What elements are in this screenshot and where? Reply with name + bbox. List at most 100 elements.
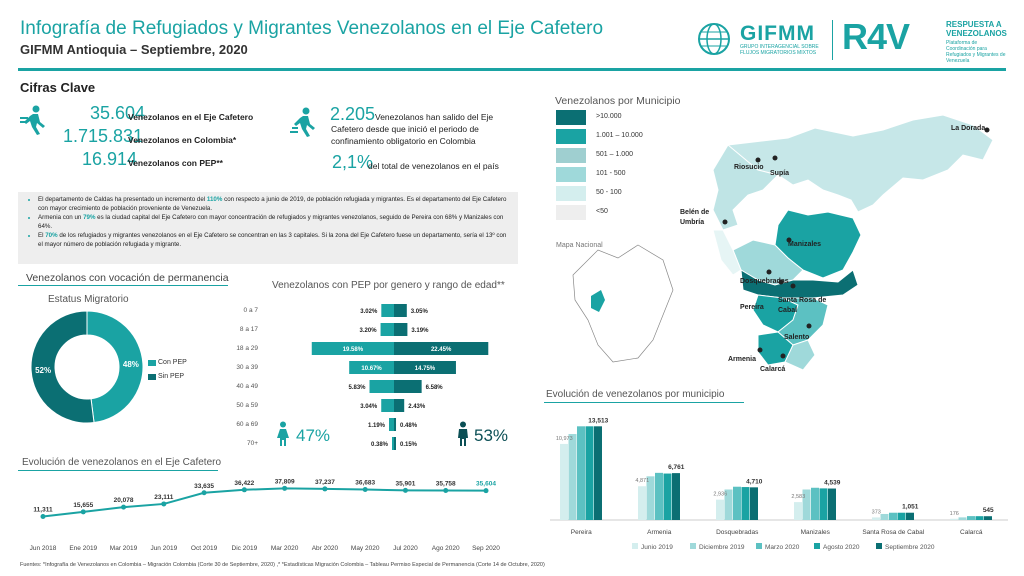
line-point xyxy=(121,504,127,510)
muni-bar xyxy=(750,487,758,520)
muni-last-label: 6,761 xyxy=(668,464,685,471)
muni-bar xyxy=(950,518,958,520)
map-legend-swatch xyxy=(556,110,586,125)
donut-chart: 48% 52% xyxy=(30,310,144,424)
line-value-label: 37,809 xyxy=(275,478,295,485)
map-label-manizales: Manizales xyxy=(788,241,822,248)
line-x-label: Jul 2020 xyxy=(393,545,418,552)
kf-value-pct: 2,1% xyxy=(332,152,374,172)
gifmm-logo: GIFMM xyxy=(740,22,815,45)
pyramid-label-female: 3.20% xyxy=(360,328,378,334)
muni-category-label: Calarcá xyxy=(960,529,983,536)
muni-category-label: Armenia xyxy=(647,529,672,536)
muni-bar xyxy=(811,487,819,520)
muni-legend-label: Junio 2019 xyxy=(641,544,673,551)
legend-sin-pep: Sin PEP xyxy=(158,373,185,380)
pyramid-label-male: 2.43% xyxy=(408,404,426,410)
line-value-label: 11,311 xyxy=(33,506,53,513)
muni-category-label: Dosquebradas xyxy=(716,529,759,536)
muni-category-label: Pereira xyxy=(571,529,592,536)
r4v-logo: R4V xyxy=(842,16,910,57)
kf-value-colombia: 1.715.831 xyxy=(63,126,144,146)
pyramid-label-female: 1.19% xyxy=(368,423,386,429)
kf-label-eje: Venezolanos en el Eje Cafetero xyxy=(128,112,254,122)
map-legend: >10.000 1.001 – 10.000 501 – 1.000 101 - 50… xyxy=(556,110,666,230)
map-legend-label: <50 xyxy=(596,208,608,215)
line-point xyxy=(40,513,46,519)
map-legend-item: <50 xyxy=(556,205,666,221)
male-icon xyxy=(458,421,468,446)
muni-bar xyxy=(741,487,750,520)
line-chart-title: Evolución de venezolanos en el Eje Cafet… xyxy=(22,457,222,468)
gifmm-logo-subtitle: GRUPO INTERAGENCIAL SOBRE FLUJOS MIGRATO… xyxy=(740,44,819,56)
kf-text-exits: Venezolanos han salido del Eje Cafetero … xyxy=(331,112,494,146)
page-subtitle: GIFMM Antioquia – Septiembre, 2020 xyxy=(20,42,248,57)
donut-slice-con-pep xyxy=(86,310,144,424)
muni-bar xyxy=(975,516,984,520)
pyramid-title: Venezolanos con PEP por genero y rango d… xyxy=(272,280,505,291)
muni-category-label: Santa Rosa de Cabal xyxy=(862,529,924,536)
muni-legend-swatch xyxy=(876,543,882,549)
map-legend-swatch xyxy=(556,167,586,182)
map-label-belen-de-umbria: Belén de Umbría xyxy=(680,209,710,226)
line-x-label: Dic 2019 xyxy=(232,545,258,552)
legend-swatch-con-pep xyxy=(148,360,156,366)
muni-bar xyxy=(984,516,992,520)
line-x-label: Mar 2020 xyxy=(271,545,299,552)
person-leaving-icon xyxy=(290,107,315,137)
highlight-item: El 70% de los refugiados y migrantes ven… xyxy=(38,232,510,249)
pyramid-age-label: 70+ xyxy=(247,440,258,447)
inset-map-label: Mapa Nacional xyxy=(556,242,603,249)
kf-label-pep: Venezolanos con PEP** xyxy=(128,158,223,168)
pyramid-label-male: 14.75% xyxy=(415,366,436,372)
map-label-riosucio: Riosucio xyxy=(734,164,764,171)
donut-slice-label: 52% xyxy=(35,366,51,375)
map-shapes xyxy=(712,114,994,371)
line-point xyxy=(483,488,489,494)
muni-legend-swatch xyxy=(814,543,820,549)
pyramid-age-label: 30 a 39 xyxy=(236,364,258,371)
header-divider xyxy=(18,68,1006,71)
r4v-logo-subtitle: RESPUESTA A VENEZOLANOS xyxy=(946,20,1007,38)
line-value-label: 35,604 xyxy=(476,481,496,488)
muni-legend-swatch xyxy=(632,543,638,549)
line-point xyxy=(443,488,449,494)
key-figures-title: Cifras Clave xyxy=(20,80,96,95)
map-legend-swatch xyxy=(556,205,586,220)
pyramid-age-label: 60 a 69 xyxy=(236,421,258,428)
pyramid-bar-female xyxy=(381,304,394,317)
donut-title: Estatus Migratorio xyxy=(48,294,129,305)
pyramid-age-label: 0 a 7 xyxy=(244,307,259,314)
municipality-map xyxy=(572,114,994,371)
muni-last-label: 4,710 xyxy=(746,478,763,485)
line-chart-divider xyxy=(18,470,218,471)
pyramid-bar-female xyxy=(380,323,394,336)
pyramid-label-female: 0.38% xyxy=(371,442,389,448)
pyramid-bar-male xyxy=(394,361,456,374)
line-value-label: 36,683 xyxy=(355,480,375,487)
muni-bar xyxy=(560,443,568,520)
muni-bar xyxy=(568,434,577,520)
muni-bar xyxy=(724,489,733,520)
pyramid-label-male: 3.05% xyxy=(411,309,429,315)
muni-bar xyxy=(646,476,655,520)
line-point xyxy=(282,485,288,491)
pyramid-label-male: 3.19% xyxy=(411,328,429,334)
line-chart: 11,311 Jun 2018 15,655 Ene 2019 20,078 Mar 20… xyxy=(30,478,501,552)
map-label-salento: Salento xyxy=(784,334,810,341)
pyramid-bar-female xyxy=(392,437,394,450)
pyramid-age-label: 50 a 59 xyxy=(236,402,258,409)
pyramid-age-label: 18 a 29 xyxy=(236,345,258,352)
map-legend-item: 501 – 1.000 xyxy=(556,148,666,164)
map-legend-label: 50 - 100 xyxy=(596,189,622,196)
pyramid-bar-male xyxy=(394,418,397,431)
map-legend-swatch xyxy=(556,148,586,163)
pyramid-age-label: 8 a 17 xyxy=(240,326,258,333)
line-value-label: 35,758 xyxy=(436,481,456,488)
line-value-label: 23,111 xyxy=(154,494,174,501)
permanence-title: Venezolanos con vocación de permanencia xyxy=(26,272,229,284)
pyramid-bar-male xyxy=(394,437,396,450)
pyramid-bar-female xyxy=(349,361,394,374)
muni-bar xyxy=(594,426,602,520)
line-value-label: 20,078 xyxy=(114,497,134,504)
